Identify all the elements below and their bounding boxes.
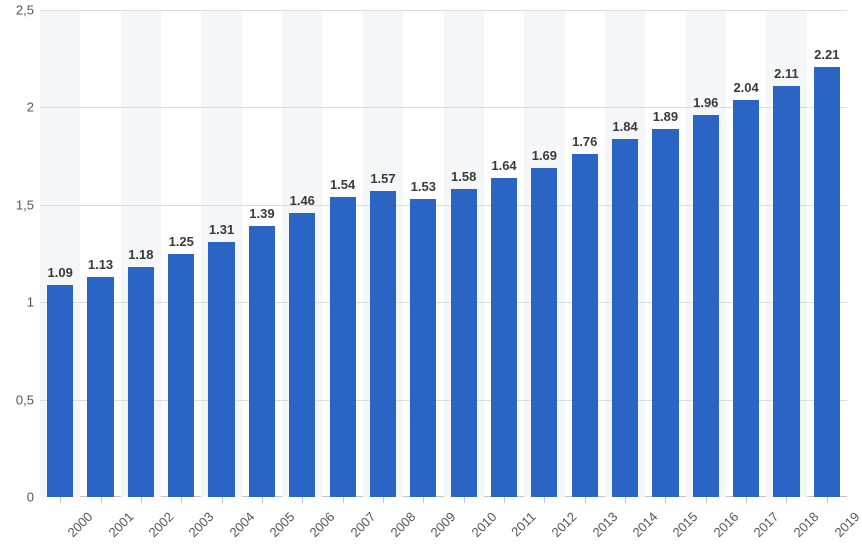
x-tick-mark [101,497,102,503]
x-tick-mark [665,497,666,503]
y-tick-label: 1 [0,295,34,310]
bar-value-label: 1.53 [410,179,436,194]
x-tick-mark [302,497,303,503]
bar-value-label: 1.89 [652,109,678,124]
bar-value-label: 1.64 [491,158,517,173]
bar-value-label: 2.21 [814,47,840,62]
x-tick-label: 2011 [508,509,538,539]
x-tick-label: 2015 [670,509,701,540]
x-tick-mark [60,497,61,503]
x-tick-mark [706,497,707,503]
bar: 1.31 [208,242,234,497]
bar: 1.64 [491,178,517,497]
x-tick-label: 2002 [145,509,176,540]
bar: 1.54 [330,197,356,497]
x-tick-mark [827,497,828,503]
bar: 1.25 [168,254,194,498]
x-tick-label: 2018 [791,509,822,540]
y-tick-label: 1,5 [0,197,34,212]
y-tick-label: 2 [0,100,34,115]
bar-chart: 1.09 1.13 1.18 1.25 1.31 1.39 1.46 1.54 1.57 1.53… [0,0,862,547]
x-tick-label: 2005 [266,509,297,540]
x-tick-mark [786,497,787,503]
x-tick-label: 2004 [226,509,257,540]
x-tick-mark [625,497,626,503]
y-tick-label: 2,5 [0,3,34,18]
x-tick-label: 2001 [105,509,136,540]
x-tick-label: 2019 [831,509,862,540]
x-tick-mark [585,497,586,503]
x-tick-label: 2008 [387,509,418,540]
x-tick-label: 2013 [589,509,620,540]
x-tick-mark [746,497,747,503]
x-tick-label: 2016 [710,509,741,540]
bar: 1.39 [249,226,275,497]
bar-value-label: 1.25 [168,234,194,249]
bar-value-label: 1.96 [693,95,719,110]
bar-value-label: 1.58 [451,169,477,184]
bar-value-label: 1.18 [128,247,154,262]
bar: 1.09 [47,285,73,497]
x-tick-label: 2006 [307,509,338,540]
x-tick-label: 2000 [65,509,96,540]
bar-value-label: 1.69 [531,148,557,163]
bar: 2.04 [733,100,759,497]
bar-value-label: 1.13 [87,257,113,272]
x-tick-mark [544,497,545,503]
plot-area: 1.09 1.13 1.18 1.25 1.31 1.39 1.46 1.54 1.57 1.53… [40,10,847,497]
x-tick-mark [423,497,424,503]
bar: 1.76 [572,154,598,497]
bar-value-label: 1.39 [249,206,275,221]
bars-container: 1.09 1.13 1.18 1.25 1.31 1.39 1.46 1.54 1.57 1.53… [40,10,847,497]
y-tick-label: 0 [0,490,34,505]
x-tick-mark [222,497,223,503]
bar-value-label: 2.04 [733,80,759,95]
bar-value-label: 1.84 [612,119,638,134]
bar: 1.69 [531,168,557,497]
bar: 2.11 [773,86,799,497]
x-tick-mark [343,497,344,503]
x-tick-mark [383,497,384,503]
bar: 1.84 [612,139,638,497]
x-tick-mark [262,497,263,503]
bar-value-label: 1.76 [572,134,598,149]
x-tick-label: 2012 [549,509,580,540]
bar: 1.46 [289,213,315,497]
bar-value-label: 2.11 [773,66,799,81]
bar: 1.96 [693,115,719,497]
x-tick-mark [141,497,142,503]
bar: 2.21 [814,67,840,498]
x-tick-label: 2007 [347,509,378,540]
x-tick-label: 2003 [186,509,217,540]
x-tick-label: 2017 [751,509,782,540]
bar: 1.18 [128,267,154,497]
bar: 1.13 [87,277,113,497]
x-tick-label: 2014 [630,509,661,540]
bar-value-label: 1.57 [370,171,396,186]
y-tick-label: 0,5 [0,392,34,407]
bar: 1.58 [451,189,477,497]
x-tick-mark [464,497,465,503]
bar-value-label: 1.46 [289,193,315,208]
bar: 1.89 [652,129,678,497]
x-tick-mark [504,497,505,503]
bar-value-label: 1.09 [47,265,73,280]
bar: 1.57 [370,191,396,497]
bar: 1.53 [410,199,436,497]
x-tick-mark [181,497,182,503]
bar-value-label: 1.31 [208,222,234,237]
bar-value-label: 1.54 [330,177,356,192]
x-tick-label: 2009 [428,509,459,540]
x-tick-label: 2010 [468,509,499,540]
